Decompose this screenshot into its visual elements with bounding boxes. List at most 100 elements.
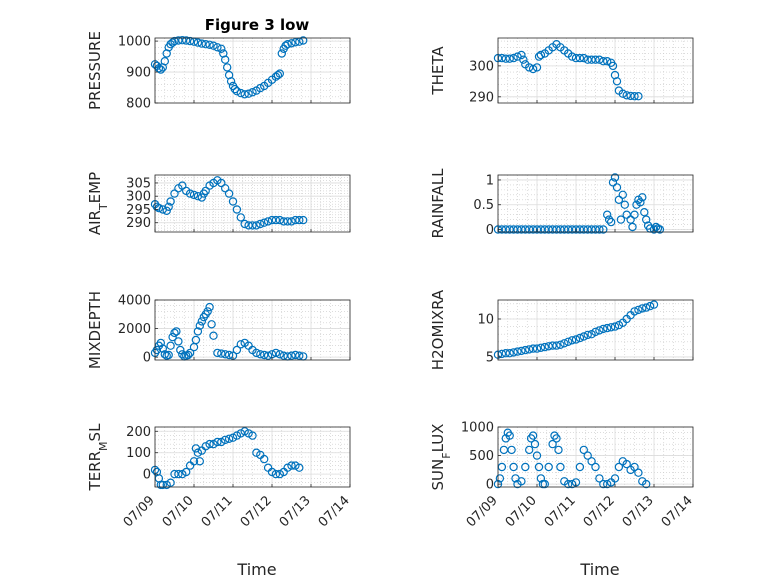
- air-temp-point: [299, 215, 308, 225]
- air-temp-point: [166, 197, 175, 206]
- theta-point: [501, 54, 510, 63]
- terr-msl-point: [189, 457, 199, 466]
- h2omixra-point: [579, 332, 589, 341]
- rainfall-point: [604, 215, 614, 224]
- mixdepth-y-tick-label: 2000: [118, 322, 151, 337]
- h2omixra-point: [521, 345, 530, 355]
- rainfall-point: [649, 225, 659, 234]
- mixdepth-axes-box: [154, 299, 351, 361]
- air-temp-point: [217, 178, 226, 188]
- rainfall-point: [618, 190, 628, 199]
- h2omixra-point: [642, 303, 651, 312]
- air-temp-point: [185, 189, 195, 198]
- theta-point: [579, 53, 589, 63]
- rainfall-point: [638, 193, 647, 202]
- mixdepth-point: [256, 350, 265, 359]
- h2omixra-point: [536, 343, 546, 352]
- mixdepth-point: [209, 331, 218, 340]
- rainfall-point: [630, 210, 639, 219]
- theta-point: [626, 91, 635, 101]
- sun-flux-point: [509, 462, 518, 472]
- air-temp-point: [189, 190, 199, 200]
- h2omixra-point: [560, 339, 569, 348]
- air-temp-point: [291, 215, 300, 225]
- terr-msl-y-tick-label: 0: [143, 468, 151, 483]
- theta-point: [575, 53, 585, 63]
- terr-msl-point: [271, 469, 281, 479]
- air-temp-point: [240, 219, 249, 229]
- air-temp-point: [271, 215, 281, 225]
- rainfall-point: [505, 225, 514, 234]
- mixdepth-point: [152, 345, 162, 355]
- theta-point: [519, 55, 528, 64]
- mixdepth-point: [183, 350, 193, 360]
- x-tick-label: 07/14: [659, 493, 696, 530]
- h2omixra-point: [591, 327, 600, 337]
- theta-point: [587, 55, 596, 64]
- air-temp-point: [162, 206, 171, 215]
- x-tick-label: 07/11: [199, 493, 236, 530]
- x-tick-label: 07/10: [160, 493, 197, 530]
- mixdepth-point: [170, 328, 179, 338]
- sun-flux-y-tick-label: 0: [486, 478, 494, 493]
- x-tick-label: 07/10: [503, 493, 540, 530]
- h2omixra-y-tick-label: 5: [486, 350, 494, 365]
- x-tick-label: 07/13: [620, 493, 657, 530]
- sun-flux-point: [591, 462, 600, 472]
- h2omixra-point: [548, 341, 557, 350]
- sun-flux-point: [556, 462, 565, 472]
- air-temp-point: [164, 202, 173, 211]
- sun-flux-point: [622, 459, 631, 469]
- theta-point: [505, 54, 514, 63]
- theta-point: [603, 57, 612, 66]
- terr-msl-point: [248, 431, 257, 440]
- sun-flux-axes-box: [497, 426, 694, 488]
- mixdepth-point: [260, 350, 269, 360]
- theta-point: [517, 50, 526, 60]
- rainfall-axes-box: [497, 174, 694, 233]
- pressure-point: [244, 89, 253, 98]
- pressure-point: [240, 90, 249, 99]
- air-temp-point: [275, 215, 284, 225]
- x-tick-label: 07/12: [581, 493, 618, 530]
- pressure-point: [160, 57, 169, 66]
- rainfall-point: [548, 225, 557, 234]
- terr-msl-y-tick-label: 100: [126, 446, 151, 461]
- air-temp-point: [228, 197, 238, 206]
- mixdepth-point: [160, 350, 169, 359]
- pressure-y-tick-label: 1000: [118, 35, 151, 50]
- mixdepth-point: [185, 348, 195, 358]
- pressure-point: [170, 36, 179, 46]
- mixdepth-point: [172, 327, 181, 336]
- mixdepth-point: [232, 345, 242, 355]
- panel-mixdepth: 0 2000 4000 MIXDEPTH: [86, 291, 351, 369]
- pressure-point: [226, 77, 236, 86]
- pressure-axes-box: [154, 37, 351, 104]
- sun-flux-point: [495, 474, 505, 483]
- h2omixra-point: [595, 326, 604, 335]
- sun-flux-point: [554, 445, 563, 455]
- sun-flux-y-tick-label: 500: [469, 449, 494, 464]
- theta-point: [634, 91, 643, 101]
- pressure-point: [205, 40, 214, 50]
- mixdepth-point: [164, 350, 173, 360]
- sun-flux-point: [548, 439, 557, 449]
- mixdepth-point: [158, 344, 167, 353]
- terr-msl-point: [260, 454, 269, 464]
- theta-point: [599, 57, 608, 66]
- pressure-point: [156, 65, 165, 74]
- terr-msl-point: [224, 434, 234, 443]
- h2omixra-point: [505, 349, 514, 358]
- air-temp-point: [224, 189, 234, 198]
- pressure-point: [277, 49, 286, 58]
- air-temp-point: [170, 189, 179, 198]
- pressure-point: [197, 39, 206, 48]
- panel-rainfall: 0 0.5 1 RAINFALL: [429, 168, 694, 238]
- rainfall-point: [616, 215, 626, 224]
- h2omixra-point: [552, 341, 561, 350]
- h2omixra-point: [606, 323, 616, 332]
- sun-flux-point: [536, 474, 546, 483]
- panel-pressure: 800 900 1000 PRESSURE: [86, 31, 351, 112]
- h2omixra-point: [556, 340, 565, 349]
